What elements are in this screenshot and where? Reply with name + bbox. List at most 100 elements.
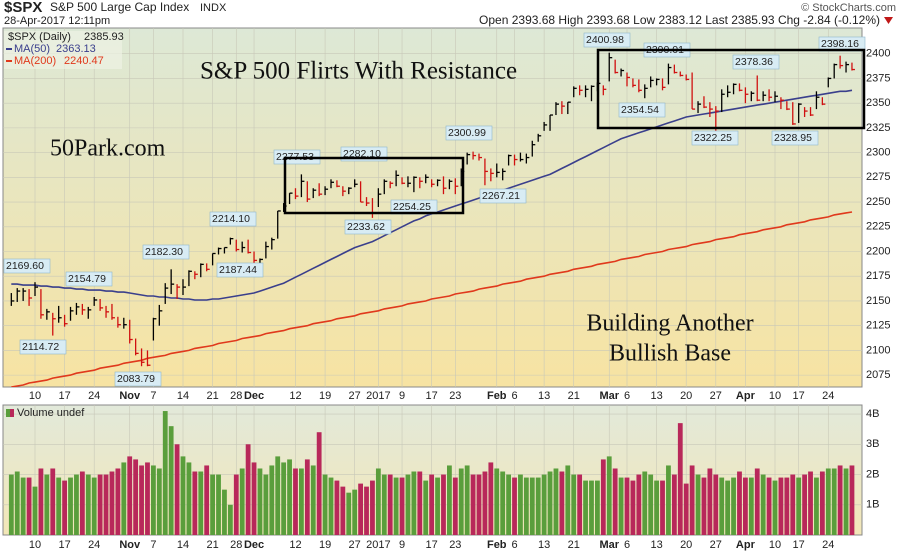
volume-bar <box>38 468 44 535</box>
x-tick-label: 17 <box>793 539 805 551</box>
volume-bar <box>44 474 50 535</box>
volume-bar <box>819 471 825 535</box>
volume-bar <box>677 423 683 535</box>
volume-bar <box>79 471 85 535</box>
volume-bar <box>725 480 731 535</box>
x-tick-label: 20 <box>680 539 692 551</box>
volume-bar <box>127 456 133 535</box>
x-tick-label: 23 <box>449 539 461 551</box>
volume-bar <box>666 465 671 535</box>
volume-bar <box>14 471 20 535</box>
volume-bar <box>405 474 411 535</box>
x-tick-label: 13 <box>650 539 662 551</box>
x-tick-label: 6 <box>511 390 517 402</box>
volume-bar <box>464 465 470 535</box>
x-tick-label: 27 <box>710 539 722 551</box>
volume-bar <box>482 471 488 535</box>
volume-bar <box>630 480 636 535</box>
volume-bar <box>772 480 778 535</box>
volume-bar <box>494 468 500 535</box>
volume-bar <box>216 474 221 535</box>
x-tick-label: 9 <box>399 539 405 551</box>
volume-bar <box>156 468 162 535</box>
price-label-box <box>216 262 264 278</box>
volume-bar <box>162 411 168 535</box>
volume-bar <box>506 474 511 535</box>
x-tick-label: 13 <box>650 390 662 402</box>
volume-bar <box>222 489 227 535</box>
volume-bar <box>571 474 577 535</box>
price-label: 2083.79 <box>117 373 155 385</box>
volume-bar <box>263 474 269 535</box>
y-tick-label: 2275 <box>866 171 890 183</box>
volume-bar <box>760 474 766 535</box>
x-tick-label: 28 <box>230 539 242 551</box>
volume-swatch <box>6 409 10 417</box>
x-tick-label: Mar <box>599 390 619 402</box>
volume-bar <box>624 477 630 535</box>
x-tick-label: 19 <box>319 539 331 551</box>
volume-bar <box>210 474 215 535</box>
volume-bar <box>227 504 233 535</box>
volume-bar <box>364 486 369 535</box>
x-tick-label: 7 <box>150 539 156 551</box>
volume-bar <box>85 474 91 535</box>
volume-bar <box>689 465 695 535</box>
volume-bar <box>683 483 689 535</box>
x-tick-label: 17 <box>426 390 438 402</box>
y-tick-label: 2B <box>866 468 879 480</box>
volume-bar <box>837 465 843 535</box>
y-tick-label: 2350 <box>866 97 890 109</box>
price-label: 2187.44 <box>219 264 257 276</box>
volume-bar <box>334 480 340 535</box>
volume-bar <box>748 477 754 535</box>
y-tick-label: 2125 <box>866 320 890 332</box>
volume-bar <box>743 477 748 535</box>
annotation: 50Park.com <box>50 136 166 162</box>
volume-bar <box>381 474 387 535</box>
x-tick-label: Feb <box>487 539 507 551</box>
volume-bar <box>660 480 665 535</box>
exchange: INDX <box>200 2 227 14</box>
price-label-box <box>618 102 666 118</box>
volume-bar <box>831 468 837 535</box>
volume-bar <box>393 477 399 535</box>
volume-bar <box>754 468 760 535</box>
y-tick-label: 2150 <box>866 295 890 307</box>
x-tick-label: 14 <box>177 390 189 402</box>
consolidation-box <box>283 156 465 215</box>
volume-bar <box>737 471 742 535</box>
volume-bar <box>316 432 322 535</box>
x-tick-label: 17 <box>58 539 70 551</box>
volume-bar <box>293 468 298 535</box>
volume-bar <box>429 474 435 535</box>
volume-bar <box>589 480 594 535</box>
volume-bar <box>559 471 565 535</box>
volume-bar <box>447 465 452 535</box>
y-tick-label: 2325 <box>866 122 890 134</box>
x-tick-label: Mar <box>599 539 619 551</box>
source: © StockCharts.com <box>801 2 896 14</box>
volume-bar <box>618 477 624 535</box>
volume-bar <box>340 486 346 535</box>
legend-value: 2385.93 <box>84 31 124 43</box>
x-tick-label: 6 <box>624 390 630 402</box>
volume-bar <box>731 477 736 535</box>
x-tick-label: 21 <box>568 539 580 551</box>
volume-bar <box>583 480 588 535</box>
volume-bar <box>310 465 316 535</box>
volume-bar <box>8 474 14 535</box>
volume-bar <box>103 474 109 535</box>
price-label: 2354.54 <box>621 104 659 116</box>
volume-bar <box>766 477 772 535</box>
price-label-box <box>114 371 162 387</box>
volume-bar <box>452 477 458 535</box>
volume-title: Volume undef <box>17 407 85 419</box>
volume-bar <box>56 477 62 535</box>
price-label-box <box>3 258 51 274</box>
x-tick-label: Nov <box>119 390 141 402</box>
price-label-box <box>771 130 819 146</box>
volume-bar <box>233 474 239 535</box>
price-label: 2398.16 <box>821 38 859 50</box>
volume-bar <box>269 465 275 535</box>
